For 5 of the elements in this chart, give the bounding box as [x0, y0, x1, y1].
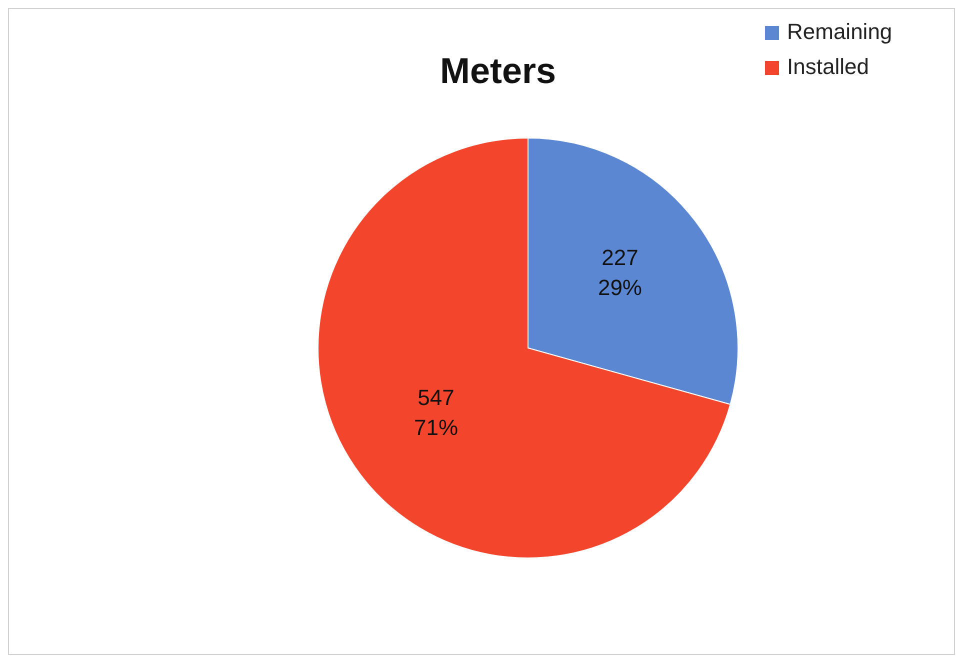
legend-label: Installed — [787, 54, 869, 79]
data-label: 547 71% — [414, 384, 458, 440]
legend-label: Remaining — [787, 19, 892, 44]
data-label: 227 29% — [598, 245, 642, 300]
text: Meters — [440, 50, 556, 91]
